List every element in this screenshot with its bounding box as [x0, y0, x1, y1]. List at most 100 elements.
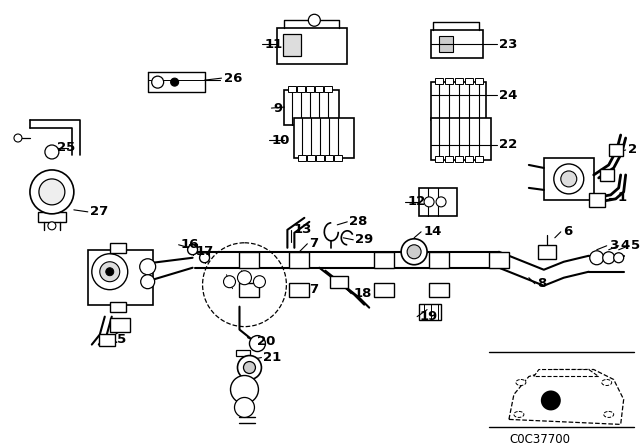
Bar: [475, 78, 483, 84]
Bar: [110, 302, 125, 312]
Ellipse shape: [516, 379, 526, 385]
Circle shape: [234, 397, 255, 418]
Text: 26: 26: [223, 72, 242, 85]
Bar: [277, 28, 348, 64]
Bar: [284, 90, 339, 125]
Text: 29: 29: [355, 233, 374, 246]
Text: 27: 27: [90, 205, 108, 218]
Circle shape: [308, 14, 320, 26]
Bar: [110, 243, 125, 253]
Bar: [298, 155, 307, 161]
Bar: [239, 283, 259, 297]
Bar: [445, 156, 453, 162]
Bar: [307, 155, 316, 161]
Ellipse shape: [604, 411, 614, 418]
Polygon shape: [534, 370, 599, 376]
Circle shape: [243, 362, 255, 374]
Bar: [544, 158, 594, 200]
Bar: [435, 78, 443, 84]
Circle shape: [230, 375, 259, 404]
Text: 5: 5: [630, 239, 640, 252]
Text: 25: 25: [57, 142, 75, 155]
Text: 10: 10: [271, 134, 290, 146]
Text: 13: 13: [293, 223, 312, 236]
Ellipse shape: [602, 379, 612, 385]
Bar: [465, 78, 473, 84]
Text: C0C37700: C0C37700: [509, 433, 570, 446]
Bar: [435, 156, 443, 162]
Circle shape: [541, 391, 561, 410]
Circle shape: [424, 197, 434, 207]
Circle shape: [30, 170, 74, 214]
Bar: [475, 156, 483, 162]
Text: 18: 18: [353, 287, 372, 300]
Text: 24: 24: [499, 89, 517, 102]
Bar: [289, 283, 309, 297]
Bar: [609, 144, 623, 156]
Circle shape: [106, 268, 114, 276]
Circle shape: [141, 275, 155, 289]
Bar: [99, 334, 115, 345]
Bar: [419, 188, 457, 216]
Text: 14: 14: [423, 225, 442, 238]
Text: 12: 12: [407, 195, 426, 208]
Circle shape: [561, 171, 577, 187]
Bar: [445, 78, 453, 84]
Bar: [294, 118, 355, 158]
Text: 21: 21: [264, 351, 282, 364]
Circle shape: [188, 245, 198, 255]
Bar: [110, 318, 130, 332]
Bar: [538, 245, 556, 259]
Text: 16: 16: [180, 238, 199, 251]
Bar: [600, 169, 614, 181]
Circle shape: [14, 134, 22, 142]
Bar: [189, 244, 196, 248]
Text: 11: 11: [264, 38, 283, 51]
Ellipse shape: [514, 411, 524, 418]
Circle shape: [200, 253, 209, 263]
Bar: [589, 193, 605, 207]
Bar: [429, 283, 449, 297]
Text: 19: 19: [419, 310, 437, 323]
Text: 7: 7: [309, 237, 319, 250]
Text: 22: 22: [499, 138, 517, 151]
Bar: [237, 349, 250, 356]
Circle shape: [554, 164, 584, 194]
Bar: [200, 252, 209, 256]
Bar: [334, 155, 342, 161]
Text: 23: 23: [499, 38, 517, 51]
Bar: [330, 276, 348, 288]
Circle shape: [603, 252, 614, 264]
Bar: [439, 36, 453, 52]
Circle shape: [45, 145, 59, 159]
Bar: [374, 252, 394, 268]
Circle shape: [614, 253, 623, 263]
Circle shape: [589, 251, 604, 265]
Bar: [284, 34, 301, 56]
Bar: [419, 304, 441, 319]
Bar: [431, 118, 491, 160]
Bar: [316, 86, 323, 92]
Circle shape: [436, 197, 446, 207]
Bar: [429, 252, 449, 268]
Bar: [316, 155, 324, 161]
Bar: [307, 86, 314, 92]
Circle shape: [140, 259, 156, 275]
Bar: [38, 212, 66, 222]
Bar: [465, 156, 473, 162]
Bar: [455, 78, 463, 84]
Polygon shape: [509, 370, 623, 424]
Text: 15: 15: [109, 333, 127, 346]
Bar: [489, 252, 509, 268]
Circle shape: [39, 179, 65, 205]
Text: 4: 4: [621, 239, 630, 252]
Bar: [88, 250, 153, 305]
Text: 8: 8: [537, 277, 546, 290]
Bar: [289, 252, 309, 268]
Bar: [455, 156, 463, 162]
Circle shape: [223, 276, 236, 288]
Text: 1: 1: [618, 191, 627, 204]
Text: 6: 6: [563, 225, 572, 238]
Text: 3: 3: [609, 239, 618, 252]
Bar: [289, 86, 296, 92]
